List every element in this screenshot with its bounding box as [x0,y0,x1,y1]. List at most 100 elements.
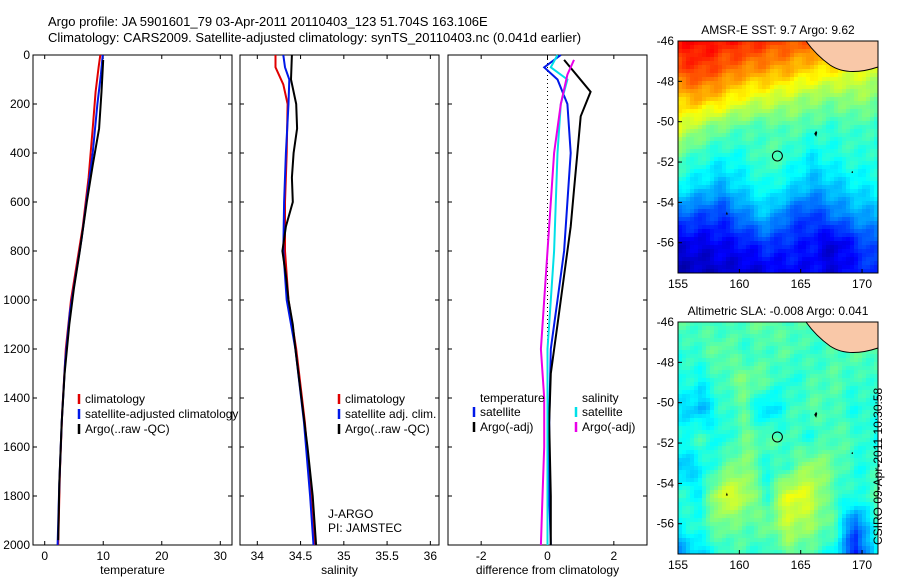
heatmap-cell [682,322,687,327]
heatmap-cell [798,378,803,383]
heatmap-cell [806,157,811,162]
heatmap-cell [710,233,715,238]
heatmap-cell [754,450,759,455]
heatmap-cell [778,269,783,274]
heatmap-cell [830,93,835,98]
heatmap-cell [706,237,711,242]
heatmap-cell [718,157,723,162]
heatmap-cell [770,141,775,146]
heatmap-cell [774,193,779,198]
heatmap-cell [754,229,759,234]
heatmap-cell [846,253,851,258]
heatmap-cell [774,185,779,190]
heatmap-cell [866,229,871,234]
heatmap-cell [682,101,687,106]
heatmap-cell [770,406,775,411]
heatmap-cell [766,93,771,98]
heatmap-cell [802,229,807,234]
heatmap-cell [806,213,811,218]
heatmap-cell [862,470,867,475]
heatmap-cell [750,374,755,379]
heatmap-cell [770,73,775,78]
heatmap-cell [686,169,691,174]
heatmap-cell [678,454,683,459]
heatmap-cell [690,418,695,423]
heatmap-cell [830,141,835,146]
heatmap-cell [682,217,687,222]
heatmap-cell [706,241,711,246]
heatmap-cell [710,89,715,94]
heatmap-cell [758,241,763,246]
heatmap-cell [722,326,727,331]
heatmap-cell [686,346,691,351]
heatmap-cell [822,362,827,367]
heatmap-cell [770,157,775,162]
heatmap-cell [706,402,711,407]
heatmap-cell [790,133,795,138]
heatmap-cell [806,410,811,415]
heatmap-cell [702,402,707,407]
heatmap-cell [758,169,763,174]
heatmap-cell [710,81,715,86]
heatmap-cell [694,350,699,355]
heatmap-cell [714,418,719,423]
heatmap-cell [862,161,867,166]
heatmap-cell [790,382,795,387]
heatmap-cell [810,237,815,242]
heatmap-cell [774,330,779,335]
heatmap-cell [746,109,751,114]
heatmap-cell [702,77,707,82]
heatmap-cell [694,265,699,270]
heatmap-cell [730,145,735,150]
heatmap-cell [830,213,835,218]
heatmap-cell [678,470,683,475]
heatmap-cell [714,342,719,347]
heatmap-cell [858,446,863,451]
heatmap-cell [846,454,851,459]
heatmap-cell [710,185,715,190]
heatmap-cell [738,261,743,266]
heatmap-cell [698,233,703,238]
heatmap-cell [794,45,799,50]
heatmap-cell [818,153,823,158]
heatmap-cell [722,217,727,222]
heatmap-cell [678,77,683,82]
heatmap-cell [838,426,843,431]
heatmap-cell [730,382,735,387]
heatmap-cell [818,366,823,371]
heatmap-cell [786,265,791,270]
heatmap-cell [750,390,755,395]
heatmap-cell [750,161,755,166]
heatmap-cell [678,366,683,371]
heatmap-cell [874,382,879,387]
heatmap-cell [754,406,759,411]
heatmap-cell [754,129,759,134]
heatmap-cell [854,113,859,118]
heatmap-cell [746,326,751,331]
heatmap-cell [694,209,699,214]
heatmap-cell [870,185,875,190]
heatmap-cell [762,330,767,335]
heatmap-cell [734,93,739,98]
heatmap-cell [842,233,847,238]
heatmap-cell [786,49,791,54]
heatmap-cell [762,73,767,78]
heatmap-cell [794,161,799,166]
heatmap-cell [870,454,875,459]
heatmap-cell [682,41,687,46]
heatmap-cell [742,261,747,266]
heatmap-cell [850,442,855,447]
heatmap-cell [718,422,723,427]
heatmap-cell [686,97,691,102]
heatmap-cell [810,346,815,351]
heatmap-cell [798,109,803,114]
heatmap-cell [722,390,727,395]
heatmap-cell [850,265,855,270]
heatmap-cell [870,261,875,266]
heatmap-cell [854,261,859,266]
heatmap-cell [798,133,803,138]
heatmap-cell [742,185,747,190]
heatmap-cell [858,121,863,126]
heatmap-cell [786,61,791,66]
heatmap-cell [822,265,827,270]
